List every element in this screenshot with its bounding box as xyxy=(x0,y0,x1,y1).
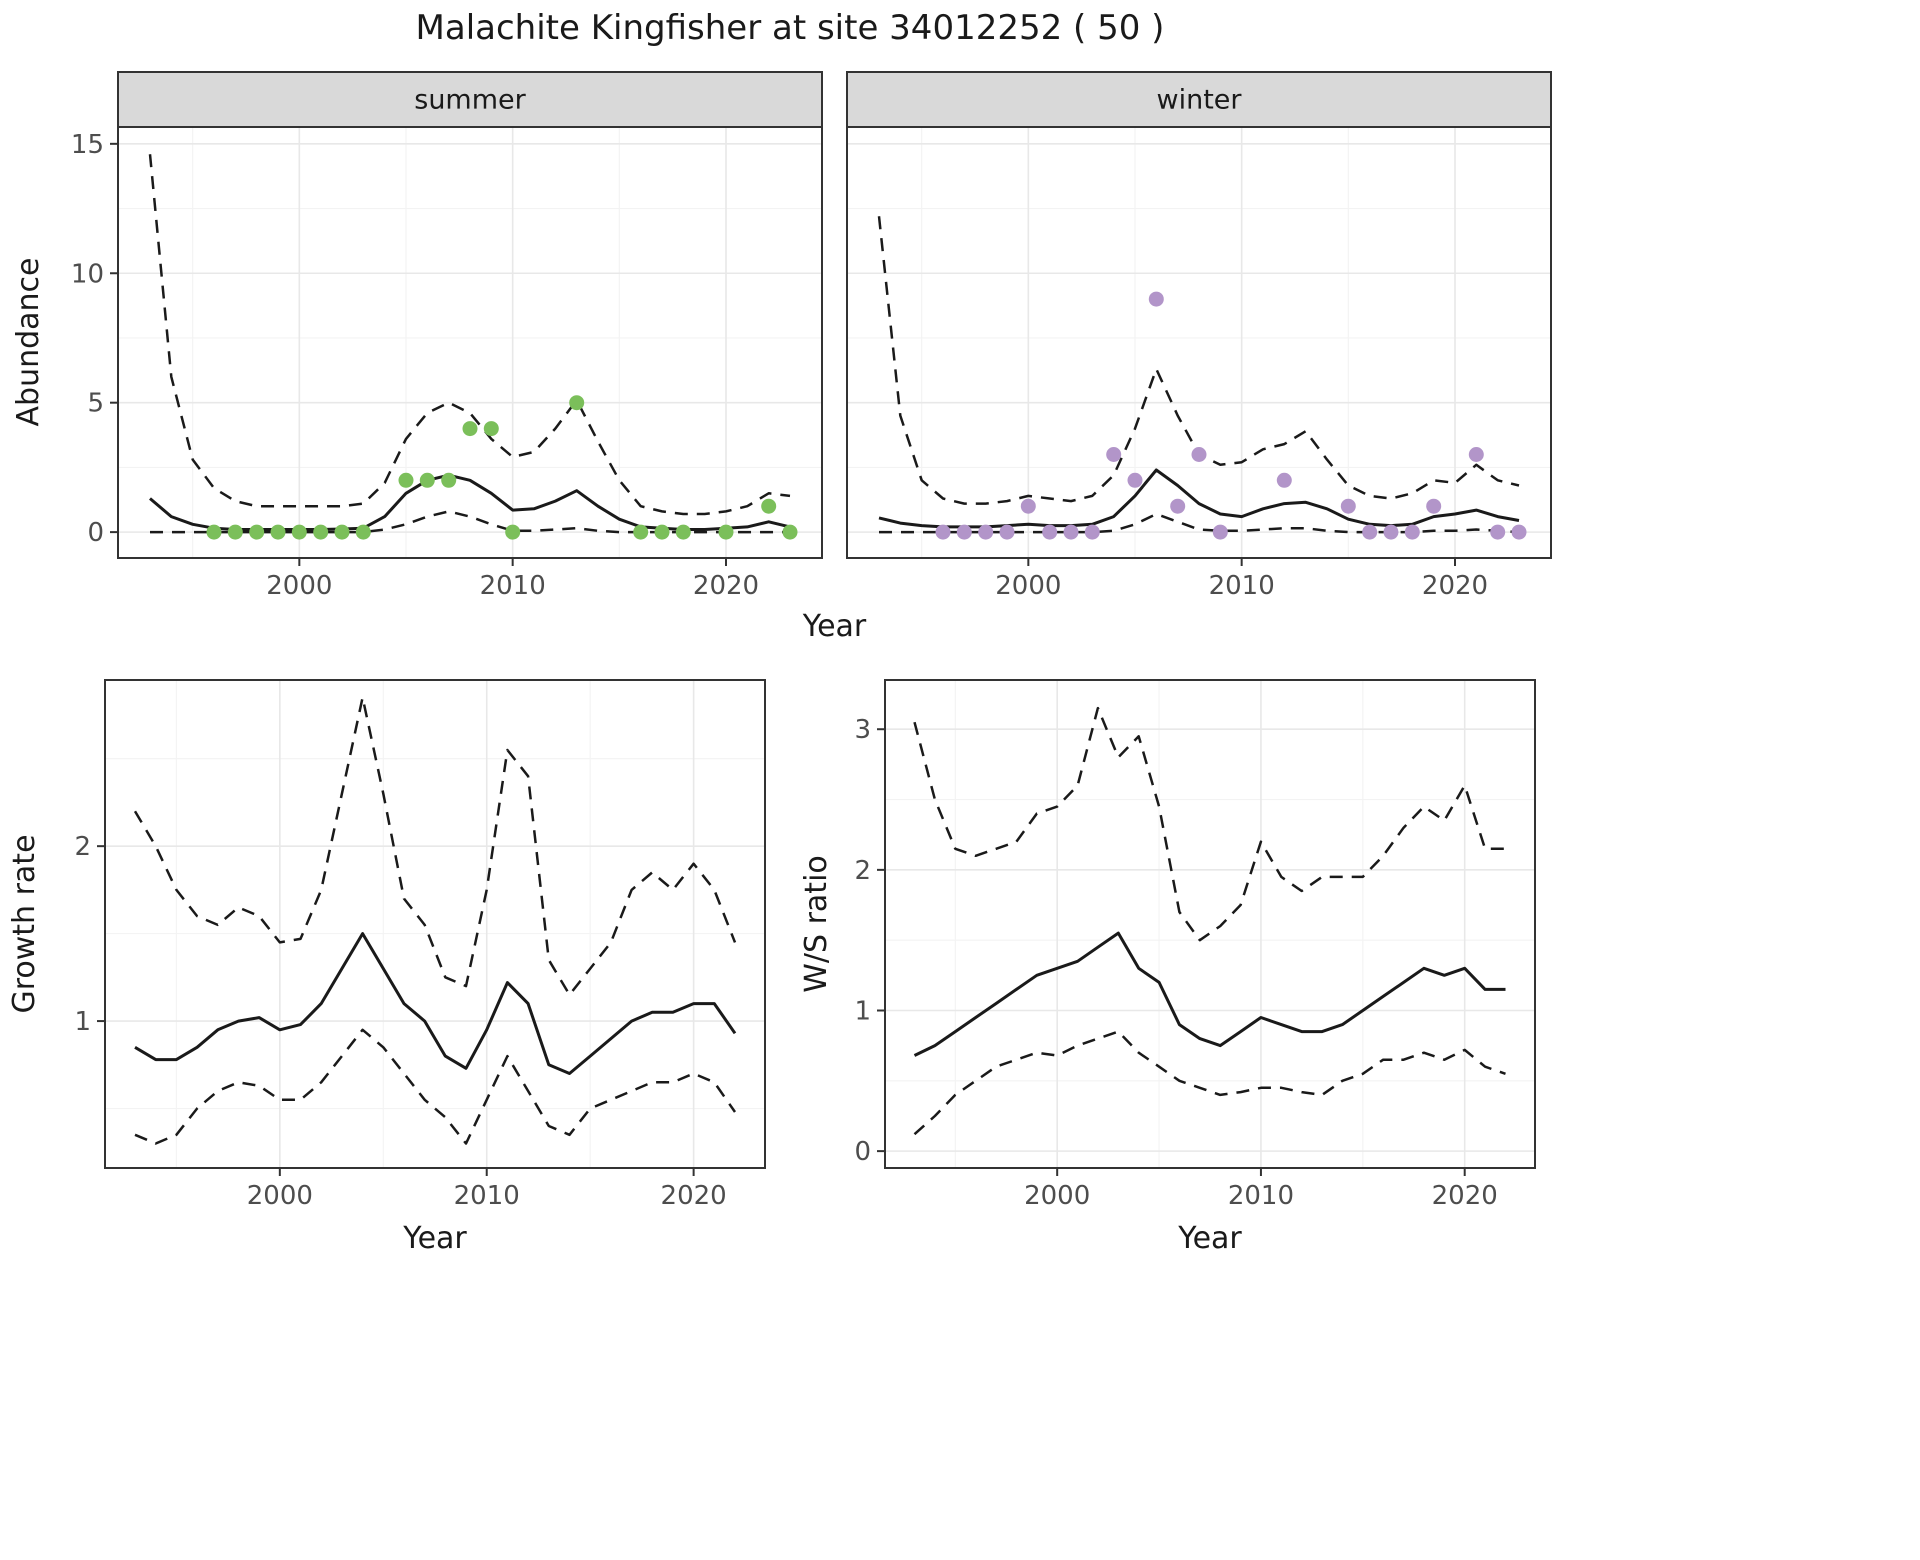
observation-point xyxy=(249,524,265,540)
observation-point xyxy=(1340,498,1356,514)
y-tick-label: 5 xyxy=(87,389,104,419)
observation-point xyxy=(761,498,777,514)
x-axis-title-top: Year xyxy=(802,609,867,644)
x-axis-title-growth: Year xyxy=(402,1221,467,1256)
x-tick-label: 2020 xyxy=(1422,571,1488,601)
observation-point xyxy=(999,524,1015,540)
observation-point xyxy=(1511,524,1527,540)
x-tick-label: 2010 xyxy=(1228,1181,1294,1211)
strip-background xyxy=(846,71,1552,128)
facet-strip-summer: summer xyxy=(117,71,823,128)
observation-point xyxy=(1063,524,1079,540)
panel-summer: 2000 2010 2020 0 5 10 15 xyxy=(71,126,823,601)
fit-line xyxy=(913,931,1506,1057)
observation-point xyxy=(935,524,951,540)
ci-upper-line xyxy=(148,154,791,516)
observation-point xyxy=(654,524,670,540)
observation-point xyxy=(1276,472,1292,488)
x-tick-label: 2020 xyxy=(661,1181,727,1211)
strip-background xyxy=(117,71,823,128)
y-axis-title-ws-ratio: W/S ratio xyxy=(799,855,834,993)
observation-point xyxy=(270,524,286,540)
observation-point xyxy=(1148,291,1164,307)
observation-point xyxy=(483,421,499,437)
x-tick-label: 2000 xyxy=(266,571,332,601)
observation-point xyxy=(505,524,521,540)
strip-label: summer xyxy=(414,85,526,116)
panel-border xyxy=(846,126,1552,559)
observation-point xyxy=(1490,524,1506,540)
observation-point xyxy=(462,421,478,437)
y-tick-label: 0 xyxy=(87,518,104,548)
x-tick-label: 2000 xyxy=(1024,1181,1090,1211)
x-tick-label: 2020 xyxy=(693,571,759,601)
observation-point xyxy=(398,472,414,488)
ci-upper-line xyxy=(133,696,737,997)
panel-ws-ratio: 2000 2010 2020 0 1 2 3 xyxy=(854,679,1536,1211)
observation-point xyxy=(1426,498,1442,514)
panel-background xyxy=(847,127,1551,558)
observation-point xyxy=(206,524,222,540)
observation-point xyxy=(1127,472,1143,488)
y-tick-label: 10 xyxy=(71,259,104,289)
observation-point xyxy=(569,395,585,411)
observation-point xyxy=(978,524,994,540)
observation-point xyxy=(633,524,649,540)
x-tick-label: 2000 xyxy=(247,1181,313,1211)
y-tick-label: 2 xyxy=(74,832,91,862)
observation-point xyxy=(1106,447,1122,462)
observation-point xyxy=(1170,498,1186,514)
panel-border xyxy=(884,679,1536,1169)
observation-point xyxy=(1191,447,1207,462)
facet-strip-winter: winter xyxy=(846,71,1552,128)
observation-point xyxy=(1404,524,1420,540)
y-tick-label: 2 xyxy=(854,856,871,886)
x-tick-label: 2010 xyxy=(480,571,546,601)
observation-point xyxy=(313,524,329,540)
observation-point xyxy=(334,524,350,540)
observation-point xyxy=(782,524,798,540)
y-tick-label: 1 xyxy=(854,996,871,1026)
observation-point xyxy=(355,524,371,540)
fit-line xyxy=(134,932,737,1075)
observation-point xyxy=(1468,447,1484,462)
panel-border xyxy=(104,679,766,1169)
y-axis-title-abundance: Abundance xyxy=(11,258,46,427)
x-tick-label: 2010 xyxy=(454,1181,520,1211)
panel-background xyxy=(885,680,1535,1168)
observation-point xyxy=(675,524,691,540)
observation-point xyxy=(1020,498,1036,514)
observation-point xyxy=(227,524,243,540)
observation-point xyxy=(441,472,457,488)
x-axis-title-ws: Year xyxy=(1177,1221,1242,1256)
panel-background xyxy=(118,127,822,558)
y-tick-label: 3 xyxy=(854,715,871,745)
y-tick-label: 1 xyxy=(74,1007,91,1037)
x-tick-label: 2010 xyxy=(1209,571,1275,601)
observation-point xyxy=(1084,524,1100,540)
y-tick-label: 15 xyxy=(71,130,104,160)
observation-point xyxy=(956,524,972,540)
observation-point xyxy=(1362,524,1378,540)
y-tick-label: 0 xyxy=(854,1137,871,1167)
panel-border xyxy=(117,126,823,559)
observation-point xyxy=(291,524,307,540)
chart-title: Malachite Kingfisher at site 34012252 ( … xyxy=(415,8,1165,48)
observation-point xyxy=(1383,524,1399,540)
observation-point xyxy=(718,524,734,540)
x-tick-label: 2000 xyxy=(995,571,1061,601)
panel-growth-rate: 2000 2010 2020 1 2 xyxy=(74,679,766,1211)
observation-point xyxy=(419,472,435,488)
y-axis-title-growth-rate: Growth rate xyxy=(7,834,42,1013)
x-tick-label: 2020 xyxy=(1432,1181,1498,1211)
observation-point xyxy=(1212,524,1228,540)
observation-point xyxy=(1042,524,1058,540)
panel-background xyxy=(105,680,765,1168)
strip-label: winter xyxy=(1157,85,1243,116)
ci-lower-line xyxy=(913,1030,1506,1136)
panel-winter: 2000 2010 2020 xyxy=(846,126,1552,601)
